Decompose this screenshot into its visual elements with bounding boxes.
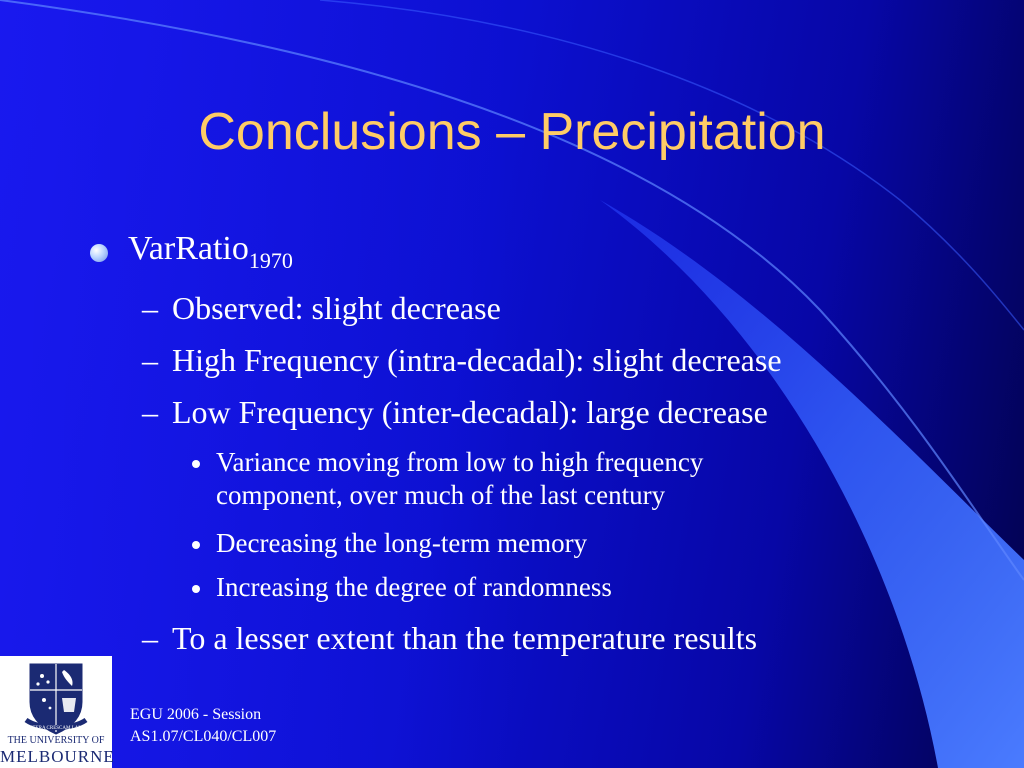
small-bullet-dot-icon (192, 541, 200, 549)
footer-line1: EGU 2006 - Session (130, 706, 262, 723)
dash-icon: – (142, 290, 158, 326)
university-logo: POSTERA CRESCAM LAUDE THE UNIVERSITY OF … (0, 656, 115, 768)
dash-icon: – (142, 394, 158, 430)
line-1: Variance moving from low to high frequen… (216, 447, 704, 477)
bullet-label: VarRatio1970 (128, 228, 293, 282)
swoosh-arc-line-2 (319, 0, 1024, 331)
slide-title: Conclusions – Precipitation (198, 103, 826, 161)
sub-bullet-label: High Frequency (intra-decadal): slight d… (172, 342, 782, 378)
small-bullet-dot-icon (192, 585, 200, 593)
footer-line2: AS1.07/CL040/CL007 (130, 728, 277, 745)
sub-bullet-label: Low Frequency (inter-decadal): large dec… (172, 394, 768, 430)
swoosh-arc-line (0, 0, 1024, 581)
logo-motto: POSTERA CRESCAM LAUDE (23, 726, 88, 731)
bullet-dot-icon (90, 244, 108, 262)
bullet-label-main: VarRatio (128, 230, 249, 267)
dash-icon: – (142, 620, 158, 656)
sub-sub-bullet-label: Increasing the degree of randomness (216, 572, 612, 602)
sub-sub-bullet-label: Variance moving from low to high frequen… (216, 446, 703, 512)
line-2: component, over much of the last century (216, 480, 666, 510)
university-crest-icon: POSTERA CRESCAM LAUDE (23, 663, 89, 735)
swoosh-fill (600, 200, 1024, 768)
bullet-label-subscript: 1970 (248, 248, 293, 273)
footer-session: EGU 2006 - Session AS1.07/CL040/CL007 (130, 704, 276, 748)
dash-icon: – (142, 342, 158, 378)
left-glow (0, 0, 520, 768)
sub-bullet-label: Observed: slight decrease (172, 290, 501, 326)
logo-text-line2: MELBOURNE (0, 747, 115, 766)
small-bullet-dot-icon (192, 460, 200, 468)
logo-text-line1: THE UNIVERSITY OF (7, 735, 105, 746)
sub-sub-bullet-label: Decreasing the long-term memory (216, 528, 588, 558)
sub-bullet-label: To a lesser extent than the temperature … (172, 620, 758, 656)
